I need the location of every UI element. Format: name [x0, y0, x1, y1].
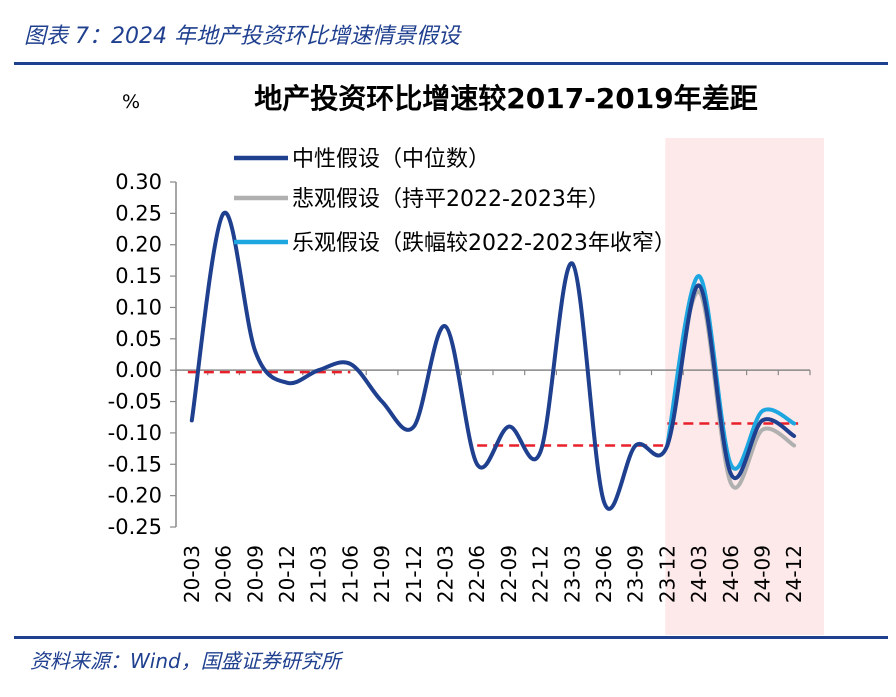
x-tick-label: 23-06 — [592, 545, 616, 603]
x-tick-label: 20-06 — [212, 545, 236, 603]
y-tick-label: -0.10 — [108, 421, 162, 445]
y-tick-label: 0.00 — [115, 358, 162, 382]
x-tick-label: 24-09 — [750, 545, 774, 603]
y-tick-label: 0.30 — [115, 170, 162, 194]
x-tick-label: 20-12 — [275, 545, 299, 603]
y-tick-label: 0.25 — [115, 201, 162, 225]
y-unit-label: % — [122, 91, 140, 113]
x-tick-label: 24-03 — [687, 545, 711, 603]
x-tick-label: 20-03 — [180, 545, 204, 603]
x-tick-label: 21-09 — [370, 545, 394, 603]
y-tick-label: 0.15 — [115, 264, 162, 288]
y-tick-label: 0.20 — [115, 233, 162, 257]
y-tick-label: -0.20 — [108, 484, 162, 508]
chart-title: 地产投资环比增速较2017-2019年差距 — [254, 82, 757, 115]
y-axis: 0.30 0.25 0.20 0.15 0.10 0.05 0.00 -0.05 -0.10 -0… — [108, 170, 177, 539]
source-note: 资料来源：Wind，国盛证券研究所 — [30, 649, 341, 673]
x-tick-label: 21-03 — [307, 545, 331, 603]
x-tick-label: 21-06 — [338, 545, 362, 603]
x-axis: 20-03 20-06 20-09 20-12 21-03 21-06 21-09 21-12… — [175, 369, 811, 603]
x-tick-label: 21-12 — [402, 545, 426, 603]
x-tick-label: 22-09 — [497, 545, 521, 603]
y-tick-label: -0.15 — [108, 452, 162, 476]
legend-label: 中性假设（中位数） — [292, 147, 490, 172]
legend: 中性假设（中位数） 悲观假设（持平2022-2023年） 乐观假设（跌幅较2022-… — [234, 147, 676, 256]
x-tick-label: 24-12 — [782, 545, 806, 603]
figure-caption: 图表 7：2024 年地产投资环比增速情景假设 — [24, 24, 460, 49]
x-tick-label: 23-03 — [560, 545, 584, 603]
bottom-rule — [14, 636, 888, 639]
forecast-highlight-region — [665, 138, 824, 635]
top-rule — [14, 62, 888, 65]
x-tick-label: 22-06 — [465, 545, 489, 603]
y-tick-label: -0.25 — [108, 515, 162, 539]
legend-label: 乐观假设（跌幅较2022-2023年收窄） — [292, 231, 676, 256]
x-tick-label: 23-09 — [624, 545, 648, 603]
y-tick-label: 0.10 — [115, 295, 162, 319]
x-tick-label: 22-12 — [529, 545, 553, 603]
y-tick-label: -0.05 — [108, 390, 162, 414]
series-lines — [189, 210, 797, 511]
series-line-0 — [189, 210, 797, 511]
x-tick-label: 20-09 — [243, 545, 267, 603]
x-tick-label: 24-06 — [719, 545, 743, 603]
y-tick-label: 0.05 — [115, 327, 162, 351]
x-tick-label: 23-12 — [655, 545, 679, 603]
x-tick-label: 22-03 — [433, 545, 457, 603]
legend-label: 悲观假设（持平2022-2023年） — [292, 187, 610, 212]
